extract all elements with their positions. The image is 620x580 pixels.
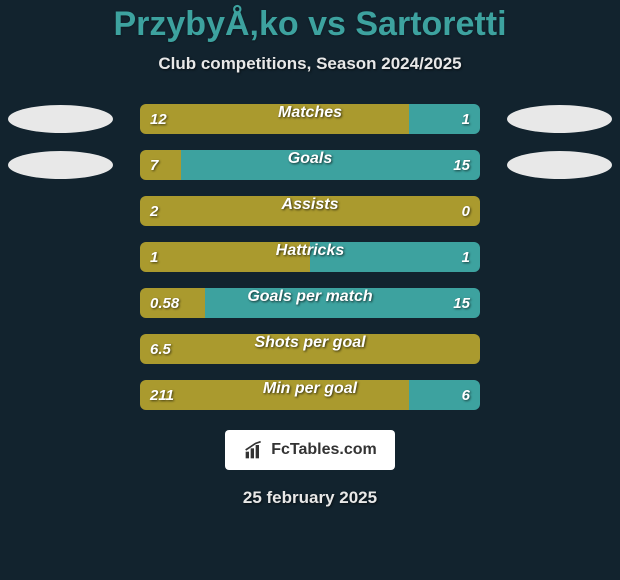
stat-bar-right: 1 [409,104,480,134]
subtitle: Club competitions, Season 2024/2025 [158,54,461,74]
stat-left-value: 2 [140,203,168,220]
stat-bar: 6.5 Shots per goal [140,334,480,364]
stat-row: 1 1 Hattricks [0,242,620,272]
player-left-ellipse [8,105,113,133]
stat-row: 7 15 Goals [0,150,620,180]
stat-left-value: 211 [140,387,184,404]
stat-left-value: 0.58 [140,295,189,312]
player-right-ellipse [507,105,612,133]
logo-text: FcTables.com [271,441,377,459]
comparison-container: PrzybyÅ‚ko vs Sartoretti Club competitio… [0,0,620,528]
stat-bar: 1 1 Hattricks [140,242,480,272]
stat-right-value: 1 [452,249,480,266]
stat-right-value: 0 [452,203,480,220]
player-left-ellipse [8,151,113,179]
stat-label: Goals per match [247,288,372,306]
stats-bars-section: 12 1 Matches 7 15 Goals 2 0 Assists 1 1 Hattricks 0.… [0,104,620,410]
stat-label: Shots per goal [254,334,365,352]
stat-bar: 211 6 Min per goal [140,380,480,410]
stat-bar-left: 12 [140,104,409,134]
stat-row: 12 1 Matches [0,104,620,134]
stat-label: Min per goal [263,380,357,398]
stat-label: Goals [288,150,332,168]
stat-right-value: 15 [443,157,480,174]
stat-right-value: 1 [452,111,480,128]
stat-right-value: 15 [443,295,480,312]
stat-right-value: 6 [452,387,480,404]
page-title: PrzybyÅ‚ko vs Sartoretti [113,5,506,44]
stat-label: Matches [278,104,342,122]
stat-row: 211 6 Min per goal [0,380,620,410]
stat-label: Hattricks [276,242,344,260]
stat-row: 2 0 Assists [0,196,620,226]
stat-bar-right: 6 [409,380,480,410]
stat-bar: 2 0 Assists [140,196,480,226]
player-right-ellipse [507,151,612,179]
stat-bar-left: 0.58 [140,288,205,318]
stat-bar: 0.58 15 Goals per match [140,288,480,318]
chart-icon [243,440,265,460]
stat-bar-left: 7 [140,150,181,180]
date-label: 25 february 2025 [243,488,377,508]
stat-row: 0.58 15 Goals per match [0,288,620,318]
stat-left-value: 6.5 [140,341,181,358]
stat-left-value: 12 [140,111,177,128]
stat-bar: 12 1 Matches [140,104,480,134]
stat-bar: 7 15 Goals [140,150,480,180]
fctables-logo[interactable]: FcTables.com [225,430,395,470]
stat-left-value: 1 [140,249,168,266]
stat-left-value: 7 [140,157,168,174]
stat-row: 6.5 Shots per goal [0,334,620,364]
stat-label: Assists [282,196,339,214]
